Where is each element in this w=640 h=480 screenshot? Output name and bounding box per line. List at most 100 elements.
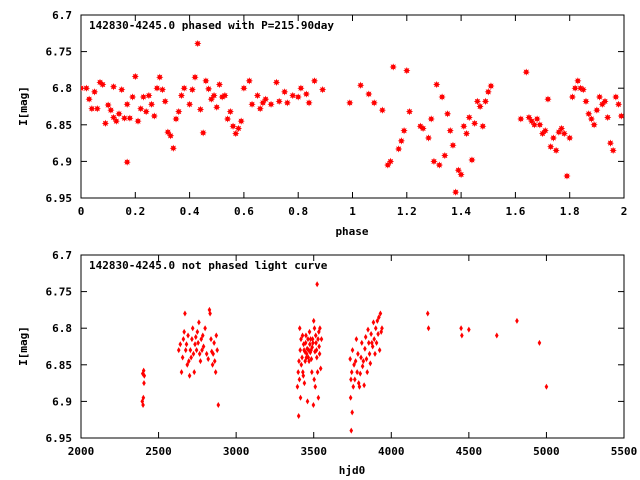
data-point	[373, 350, 377, 357]
data-point	[194, 347, 199, 354]
data-point	[309, 347, 313, 354]
data-point	[563, 172, 571, 180]
x-tick-label: 5500	[611, 445, 638, 458]
data-point	[267, 100, 275, 108]
data-point	[454, 166, 462, 174]
y-tick-label: 6.9	[52, 395, 72, 408]
x-tick-label: 1.4	[451, 205, 471, 218]
data-point	[377, 314, 381, 321]
data-point	[214, 332, 219, 339]
data-point	[213, 103, 221, 111]
data-point	[195, 328, 200, 335]
data-point	[298, 394, 303, 401]
data-point	[609, 146, 617, 155]
data-point	[433, 80, 441, 89]
data-point	[311, 339, 315, 346]
data-point	[601, 97, 609, 105]
data-point	[307, 358, 311, 365]
data-point	[112, 117, 120, 125]
data-point	[298, 347, 303, 354]
data-point	[314, 347, 319, 354]
data-point	[253, 91, 262, 100]
data-point	[536, 121, 544, 129]
x-tick-label: 4000	[378, 445, 405, 458]
data-point	[178, 341, 183, 348]
data-point	[537, 339, 542, 346]
data-point	[346, 99, 354, 107]
y-tick-label: 6.95	[46, 192, 73, 205]
x-tick-label: 0.2	[125, 205, 145, 218]
data-point	[304, 332, 308, 339]
y-tick-label: 6.95	[46, 432, 73, 445]
data-point	[462, 129, 471, 138]
data-point	[289, 91, 297, 100]
data-point	[193, 341, 197, 348]
data-point	[204, 350, 209, 357]
data-point	[348, 355, 352, 362]
x-tick-label: 0.4	[180, 205, 200, 218]
x-tick-label: 2000	[68, 445, 95, 458]
data-point	[379, 328, 384, 335]
data-point	[560, 129, 568, 138]
data-point	[425, 310, 430, 317]
data-point	[299, 336, 303, 343]
data-point	[188, 347, 193, 354]
data-point	[179, 369, 184, 376]
data-point	[176, 347, 181, 354]
data-point	[349, 376, 353, 383]
data-point	[199, 129, 207, 137]
data-point	[304, 354, 309, 361]
data-point	[205, 85, 213, 93]
x-tick-label: 1.6	[505, 205, 525, 218]
data-point	[367, 350, 372, 357]
data-point	[107, 106, 115, 114]
y-axis: 6.7 6.75 6.8 6.85 6.9 6.95	[46, 249, 624, 445]
data-point	[297, 84, 305, 92]
data-point	[446, 127, 454, 135]
data-point	[373, 325, 378, 332]
data-point	[311, 317, 316, 324]
data-point	[364, 355, 369, 362]
data-point	[582, 97, 590, 105]
data-point	[147, 100, 156, 108]
y-axis-label: I[mag]	[17, 326, 30, 366]
data-point	[104, 101, 112, 109]
data-point	[593, 106, 601, 114]
data-point	[141, 367, 146, 374]
data-point	[224, 115, 232, 123]
data-point	[180, 354, 185, 361]
y-tick-label: 6.75	[46, 46, 73, 59]
data-point	[571, 84, 579, 92]
data-point	[85, 95, 93, 103]
data-point	[430, 157, 438, 165]
data-point	[128, 93, 137, 101]
data-point	[617, 112, 624, 120]
data-point	[378, 310, 383, 317]
data-point	[307, 328, 312, 335]
x-tick-label: 5000	[533, 445, 560, 458]
data-point	[302, 380, 307, 387]
data-point	[351, 383, 356, 390]
data-point	[317, 343, 321, 350]
data-point	[201, 343, 206, 350]
data-point	[115, 110, 123, 118]
x-tick-label: 1.2	[397, 205, 417, 218]
data-point	[305, 398, 310, 405]
data-points	[140, 281, 549, 434]
data-point	[376, 331, 380, 338]
data-point	[468, 156, 476, 164]
data-point	[234, 124, 243, 133]
data-point	[186, 332, 190, 339]
data-point	[275, 97, 283, 105]
data-point	[547, 143, 555, 151]
data-point	[557, 124, 566, 133]
data-point	[90, 88, 99, 96]
x-axis-label: phase	[335, 225, 368, 238]
data-point	[315, 354, 319, 361]
data-point	[167, 132, 175, 140]
x-tick-label: 2500	[145, 445, 172, 458]
data-point	[403, 67, 411, 75]
data-point	[210, 361, 215, 368]
data-point	[438, 93, 446, 101]
